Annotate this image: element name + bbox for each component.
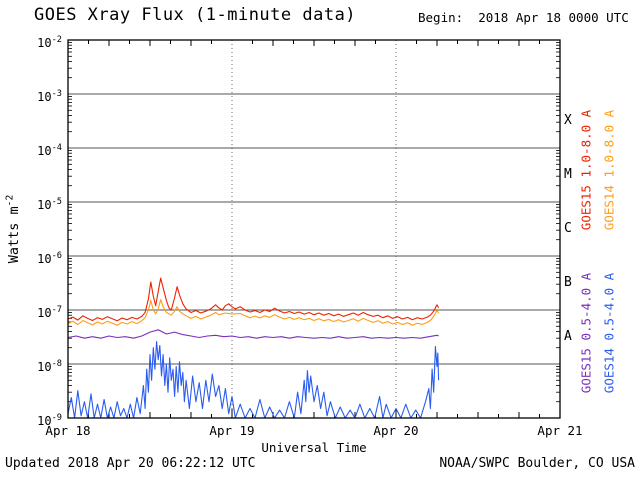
y-tick-label: 10-3 (37, 89, 62, 104)
flare-class-label: A (564, 329, 572, 344)
x-tick-label: Apr 20 (373, 423, 419, 438)
legend-goes15-long: GOES15 1.0-8.0 A (578, 109, 594, 231)
x-axis-label: Universal Time (261, 440, 367, 455)
legend-goes14-long: GOES14 1.0-8.0 A (601, 109, 617, 231)
y-tick-label: 10-4 (37, 143, 62, 158)
y-tick-label: 10-5 (37, 197, 62, 212)
flare-class-label: B (564, 275, 572, 290)
updated-timestamp: Updated 2018 Apr 20 06:22:12 UTC (5, 456, 256, 471)
begin-timestamp: Begin: 2018 Apr 18 0000 UTC (418, 10, 629, 25)
chart-title: GOES Xray Flux (1-minute data) (34, 5, 357, 25)
y-tick-label: 10-9 (37, 413, 62, 428)
flare-class-label: C (564, 221, 572, 236)
x-tick-label: Apr 21 (537, 423, 583, 438)
x-tick-label: Apr 18 (45, 423, 91, 438)
legend-goes14-short: GOES14 0.5-4.0 A (601, 272, 617, 394)
flare-class-label: X (564, 113, 572, 128)
y-tick-label: 10-8 (37, 359, 62, 374)
y-tick-label: 10-7 (37, 305, 62, 320)
x-tick-label: Apr 19 (209, 423, 255, 438)
credit-text: NOAA/SWPC Boulder, CO USA (439, 456, 635, 471)
flare-class-label: M (564, 167, 572, 182)
y-tick-label: 10-6 (37, 251, 62, 266)
legend-goes15-short: GOES15 0.5-4.0 A (578, 272, 594, 394)
y-tick-label: 10-2 (37, 35, 62, 50)
